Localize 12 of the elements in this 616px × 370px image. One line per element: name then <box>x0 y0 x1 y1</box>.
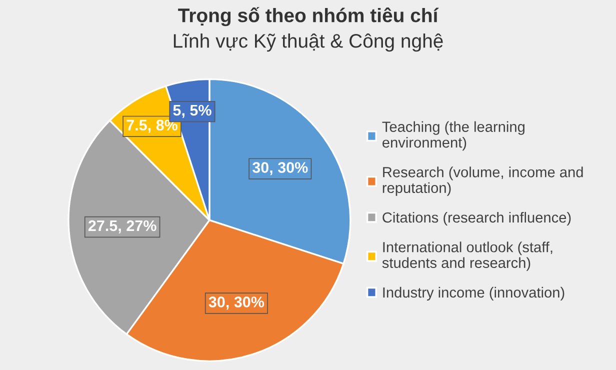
data-label: 7.5, 8% <box>126 120 178 133</box>
data-label: 5, 5% <box>173 104 212 118</box>
legend-label: Industry income (innovation) <box>383 286 564 301</box>
legend-label: Citations (research influence) <box>382 212 571 226</box>
legend-label: Teaching (the learning environment) <box>382 121 524 151</box>
legend-label: International outlook (staff, students and research) <box>382 242 552 271</box>
chart-subtitle: Lĩnh vực Kỹ thuật & Công nghệ <box>174 33 443 52</box>
legend-label: Research (volume, income and reputation) <box>382 166 583 196</box>
chart-title: Trọng số theo nhóm tiêu chí <box>178 7 439 26</box>
data-label: 30, 30% <box>252 162 308 176</box>
data-label: 30, 30% <box>208 296 264 310</box>
data-label: 27.5, 27% <box>88 220 156 234</box>
